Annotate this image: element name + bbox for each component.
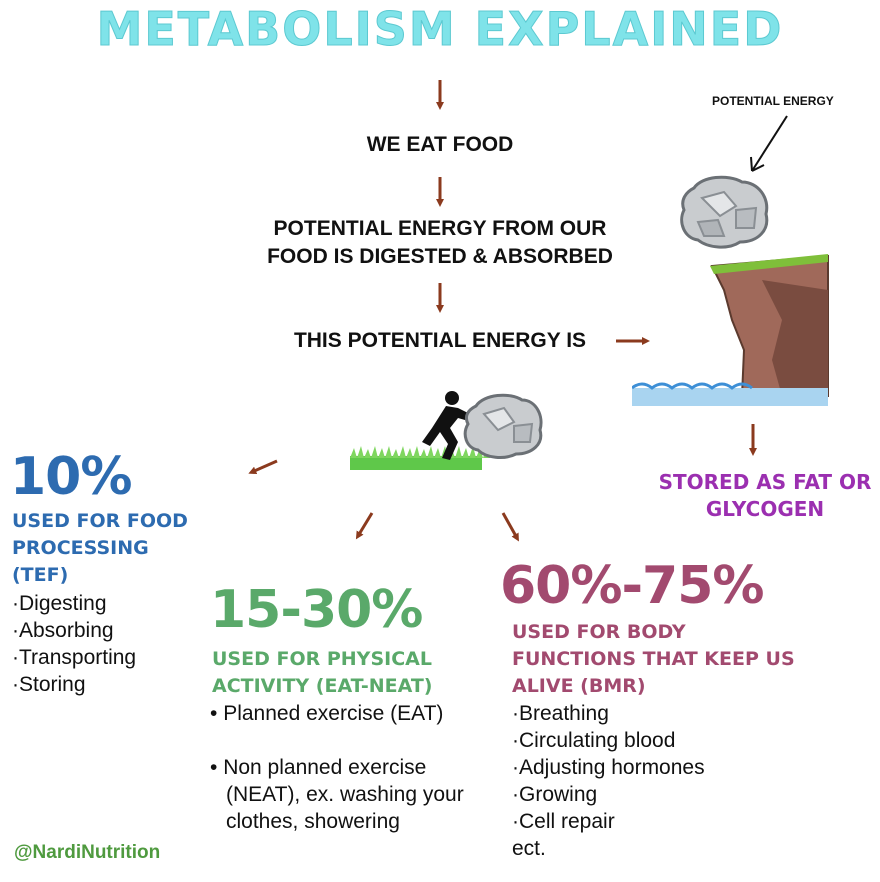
bmr-heading-line2: FUNCTIONS THAT KEEP US [512,648,795,670]
stored-as-fat-label: STORED AS FAT OR GLYCOGEN [640,469,880,523]
activity-item-neat-line2: (NEAT), ex. washing your [226,783,464,806]
arrow-to-activity [355,512,374,540]
rock-icon [463,393,543,459]
activity-list: • Planned exercise (EAT) • Non planned e… [210,700,464,835]
activity-item-neat-line1: Non planned exercise [223,756,427,779]
list-item: ·Storing [12,673,86,696]
step-digested-line1: POTENTIAL ENERGY FROM OUR [273,217,607,240]
stored-line2: GLYCOGEN [705,497,825,521]
step-digested: POTENTIAL ENERGY FROM OUR FOOD IS DIGEST… [220,215,660,271]
step-digested-line2: FOOD IS DIGESTED & ABSORBED [267,245,613,268]
activity-item-eat: Planned exercise (EAT) [223,702,444,725]
tef-heading-line1: USED FOR FOOD [12,510,188,532]
cliff-icon [710,254,829,397]
list-item: ·Adjusting hormones [512,756,705,779]
list-item: ·Digesting [12,592,107,615]
list-item: ·Growing [512,783,598,806]
bmr-list: ·Breathing ·Circulating blood ·Adjusting… [512,700,705,862]
bmr-heading-line1: USED FOR BODY [512,621,686,643]
page-title: METABOLISM EXPLAINED [96,2,784,57]
bullet-icon: • [210,702,224,725]
bmr-percent: 60%-75% [500,556,765,616]
list-item: ·Transporting [12,646,137,669]
arrow-to-tef [248,459,278,475]
list-item: • Planned exercise (EAT) [210,700,464,727]
tef-percent: 10% [10,447,132,507]
arrow-to-bmr [501,512,519,542]
activity-heading-line1: USED FOR PHYSICAL [212,648,432,670]
activity-heading: USED FOR PHYSICAL ACTIVITY (EAT-NEAT) [212,646,433,700]
list-item: ect. [512,837,546,860]
tef-heading-line2: PROCESSING [12,537,149,559]
stored-line1: STORED AS FAT OR [658,470,872,494]
activity-percent: 15-30% [210,580,423,640]
activity-heading-line2: ACTIVITY (EAT-NEAT) [212,675,433,697]
bmr-heading: USED FOR BODY FUNCTIONS THAT KEEP US ALI… [512,619,795,700]
cliff-illustration [632,175,829,406]
list-item: • Non planned exercise [210,754,464,781]
list-item: ·Absorbing [12,619,114,642]
tef-heading: USED FOR FOOD PROCESSING (TEF) [12,508,188,589]
list-item: ·Cell repair [512,810,615,833]
list-item: ·Circulating blood [512,729,676,752]
step-eat-food: WE EAT FOOD [366,133,514,156]
potential-energy-label: POTENTIAL ENERGY [712,94,834,108]
bullet-icon: • [210,756,224,779]
tef-list: ·Digesting ·Absorbing ·Transporting ·Sto… [12,590,136,698]
water-icon [632,382,828,406]
activity-item-neat-line3: clothes, showering [226,810,400,833]
list-item: ·Breathing [512,702,609,725]
person-pushing-rock-illustration [350,391,543,470]
tef-heading-line3: (TEF) [12,564,69,586]
bmr-heading-line3: ALIVE (BMR) [512,675,646,697]
person-icon [422,391,474,460]
grass-icon [350,446,490,470]
potential-energy-pointer [751,115,788,172]
pointer-head [750,156,765,172]
rock-icon [680,175,769,249]
step-potential-energy: THIS POTENTIAL ENERGY IS [293,329,587,352]
brand-handle: @NardiNutrition [14,842,161,863]
